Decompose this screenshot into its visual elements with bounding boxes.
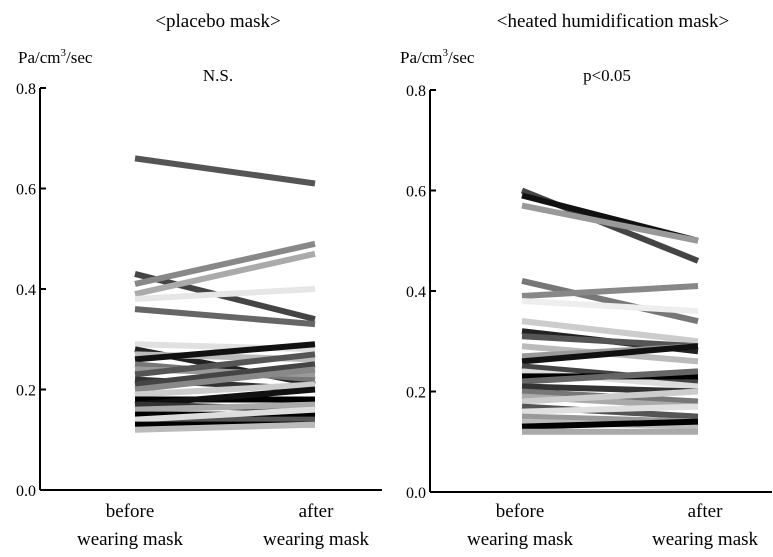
y-tick-label: 0.0 bbox=[16, 483, 36, 500]
y-tick-label: 0.2 bbox=[406, 385, 426, 402]
chart-panel-1: <placebo mask> Pa/cm3/sec N.S. 0.0 0.2 0.4 0.6… bbox=[16, 11, 382, 550]
y-tick-label: 0.0 bbox=[406, 485, 426, 502]
y-axis-label: Pa/cm3/sec bbox=[18, 47, 93, 67]
chart-title: <heated humidification mask> bbox=[497, 11, 729, 32]
x-category-label-before: before wearing mask bbox=[77, 501, 184, 550]
y-tick-label: 0.6 bbox=[16, 182, 36, 199]
series-line-3 bbox=[135, 244, 315, 284]
y-tick-label: 0.4 bbox=[16, 282, 36, 299]
series-line-3 bbox=[522, 206, 698, 241]
x-category-label-after: after wearing mask bbox=[652, 501, 759, 550]
y-axis-label: Pa/cm3/sec bbox=[400, 47, 475, 67]
y-tick-label: 0.2 bbox=[16, 383, 36, 400]
chart-title: <placebo mask> bbox=[155, 11, 280, 32]
y-tick-label: 0.4 bbox=[406, 284, 426, 301]
x-category-label-after: after wearing mask bbox=[263, 501, 370, 550]
y-tick-label: 0.8 bbox=[16, 81, 36, 98]
chart-panel-2: <heated humidification mask> Pa/cm3/sec p<… bbox=[400, 11, 772, 550]
series-group bbox=[135, 158, 315, 429]
x-category-label-before: before wearing mask bbox=[467, 501, 574, 550]
series-line-1 bbox=[135, 158, 315, 183]
series-group bbox=[522, 191, 698, 432]
y-tick-label: 0.6 bbox=[406, 184, 426, 201]
y-tick-label: 0.8 bbox=[406, 83, 426, 100]
significance-annotation: p<0.05 bbox=[583, 66, 631, 85]
significance-annotation: N.S. bbox=[203, 66, 233, 85]
